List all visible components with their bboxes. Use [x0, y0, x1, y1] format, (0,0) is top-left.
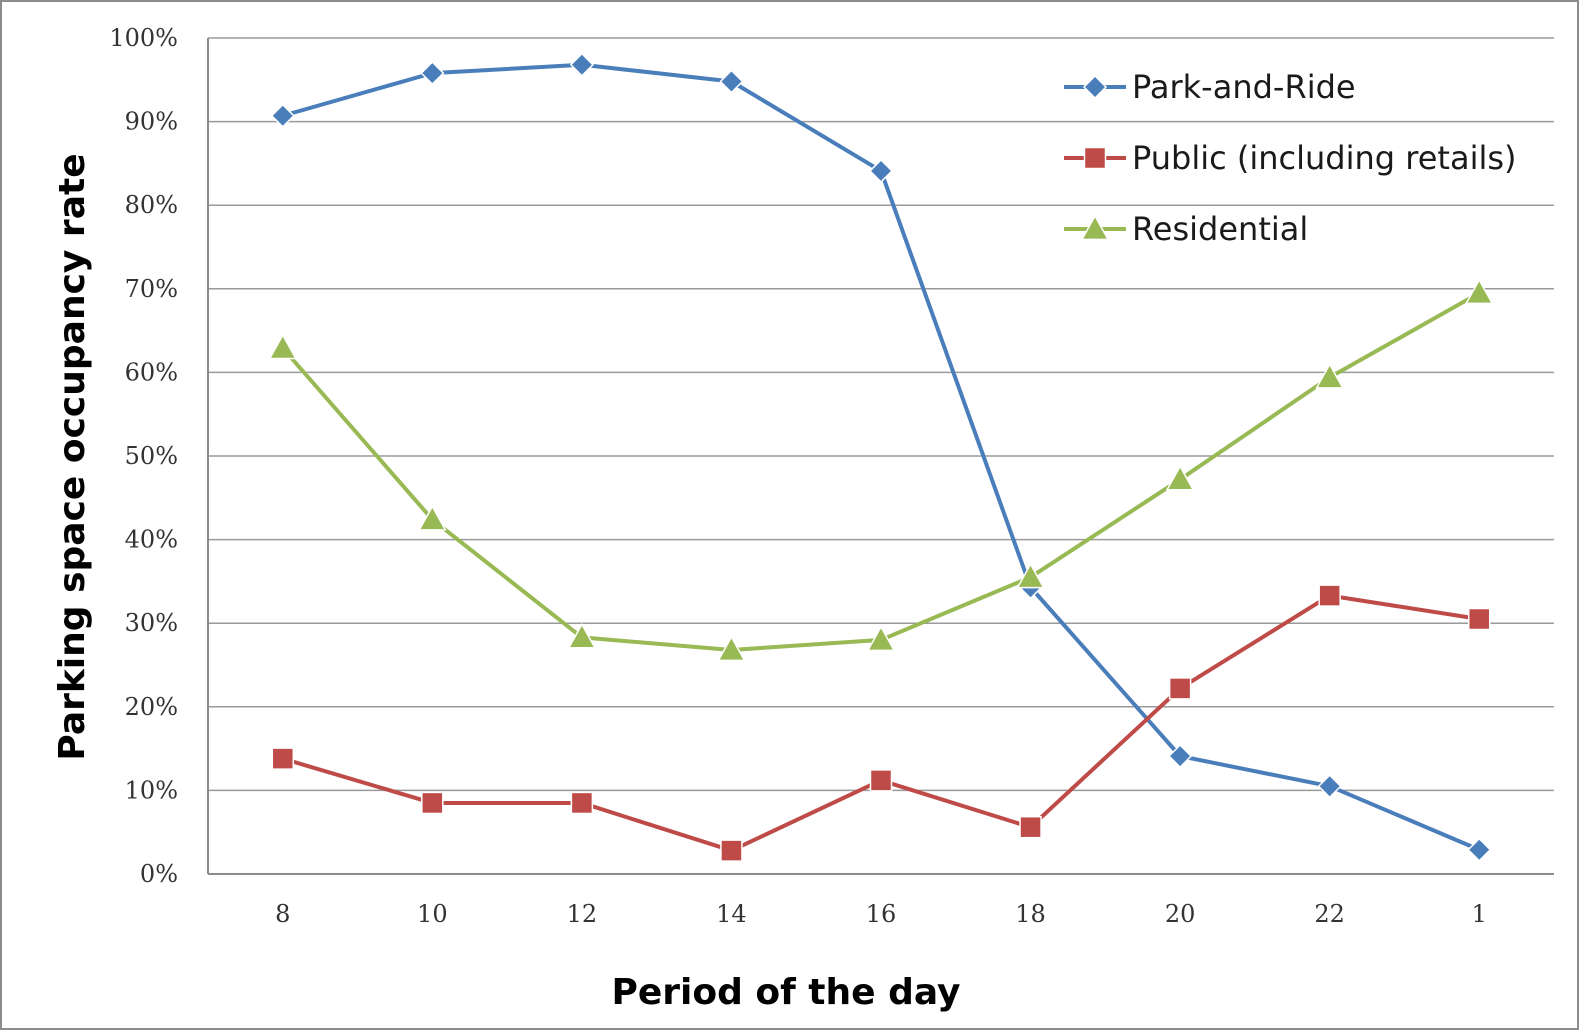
- data-point: [1464, 278, 1494, 305]
- legend-label: Public (including retails): [1132, 139, 1517, 177]
- x-tick-label: 14: [716, 900, 747, 928]
- legend: Park-and-Ride Public (including retails) R…: [1064, 68, 1517, 248]
- y-tick-label: 90%: [125, 108, 178, 136]
- data-point: [421, 791, 444, 815]
- x-tick-label: 16: [866, 900, 897, 928]
- x-tick-label: 10: [417, 900, 448, 928]
- data-point: [570, 791, 594, 815]
- data-point: [1168, 677, 1192, 700]
- x-tick-label: 20: [1165, 900, 1196, 928]
- y-tick-label: 60%: [125, 358, 178, 386]
- data-point: [567, 622, 597, 649]
- data-point: [418, 504, 447, 531]
- y-tick-label: 100%: [109, 24, 178, 52]
- data-point: [1016, 562, 1045, 589]
- data-point: [1315, 362, 1344, 389]
- legend-label: Residential: [1132, 210, 1308, 248]
- y-tick-label: 10%: [125, 776, 178, 804]
- data-point: [1467, 607, 1491, 631]
- series-line: [281, 291, 1481, 652]
- data-point: [1467, 837, 1492, 862]
- data-point: [268, 333, 298, 360]
- data-point: [866, 625, 896, 652]
- x-tick-label: 18: [1015, 900, 1046, 928]
- data-point: [720, 839, 743, 862]
- data-point: [271, 747, 295, 770]
- y-tick-label: 0%: [140, 860, 178, 888]
- data-point: [869, 769, 893, 792]
- y-tick-label: 40%: [125, 526, 178, 554]
- data-point: [868, 158, 894, 183]
- grid-layer: [208, 37, 1554, 792]
- x-tick-label: 8: [275, 900, 290, 928]
- x-tick-label: 12: [567, 900, 598, 928]
- y-tick-label: 50%: [125, 442, 178, 470]
- legend-marker: [1082, 74, 1108, 100]
- data-point: [1317, 774, 1342, 799]
- legend-label: Park-and-Ride: [1132, 68, 1356, 106]
- y-tick-label: 30%: [125, 609, 178, 637]
- y-tick-label: 70%: [125, 275, 178, 303]
- y-tick-label: 20%: [125, 693, 178, 721]
- x-axis-title: Period of the day: [611, 972, 960, 1013]
- series-layer: [268, 52, 1494, 862]
- axis-layer: 0% 10% 20% 30% 40% 50% 60% 70% 80% 90% 100% 8 10 12 14…: [109, 24, 1554, 928]
- y-tick-label: 80%: [125, 191, 178, 219]
- data-point: [1318, 584, 1341, 607]
- data-point: [270, 103, 295, 128]
- data-point: [569, 52, 594, 77]
- y-axis-title: Parking space occupancy rate: [52, 153, 93, 760]
- legend-marker: [1083, 146, 1107, 170]
- x-tick-label: 22: [1314, 900, 1345, 928]
- data-point: [717, 635, 746, 662]
- data-point: [1019, 815, 1042, 839]
- x-tick-label: 1: [1472, 900, 1487, 928]
- legend-marker: [1080, 214, 1110, 241]
- data-point: [1165, 464, 1195, 491]
- data-point: [420, 61, 445, 86]
- data-point: [1168, 744, 1193, 769]
- data-point: [719, 69, 744, 94]
